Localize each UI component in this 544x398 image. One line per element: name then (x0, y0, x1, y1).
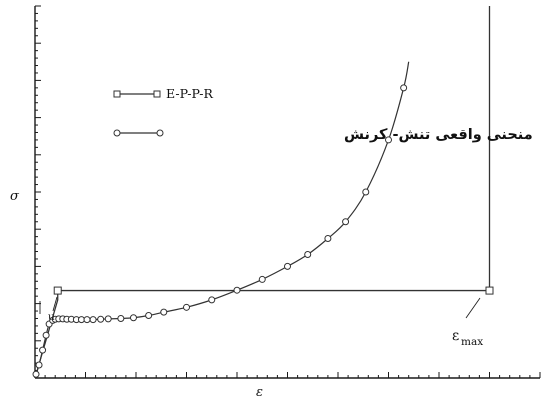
series-real-curve-point (145, 312, 153, 320)
y-axis-label: σ (10, 189, 20, 204)
series-real-curve-point (39, 346, 47, 354)
series-epp-r-line (34, 6, 491, 379)
series-real-curve-line (35, 61, 410, 375)
series-real-curve-point (208, 296, 216, 304)
series-real-curve-point (129, 314, 137, 322)
yield-marker-letter: u (48, 311, 55, 323)
series-real-curve-point (104, 315, 112, 323)
series-real-curve-point (284, 262, 291, 270)
legend-square-marker-icon (153, 90, 161, 98)
legend: E-P-P-R منحنی واقعی تنش- کرنش (113, 86, 533, 143)
x-axis-label: ε (256, 385, 263, 398)
legend-circle-marker-icon (113, 129, 121, 137)
series-real-curve-point (83, 316, 91, 324)
series-real-curve-point (233, 286, 241, 294)
legend-circle-marker-icon (156, 129, 164, 137)
legend-square-marker-icon (113, 90, 121, 98)
series-real-curve-point (32, 370, 40, 378)
series-epp-r-point (53, 286, 62, 295)
series-real-curve-point (89, 316, 97, 324)
series-real-curve-point (304, 250, 312, 258)
series-real-curve-point (324, 235, 332, 242)
series-real-curve-point (117, 314, 125, 322)
annotations: ε max u (39, 296, 483, 348)
series-real-curve-point (385, 136, 392, 144)
series-layer (32, 6, 494, 379)
epsilon-max-symbol: ε (452, 328, 459, 344)
series-epp-r-point (485, 286, 494, 295)
y-axis-ticks (35, 5, 41, 379)
epsilon-max-leader (465, 297, 481, 319)
series-real-curve-point (362, 188, 370, 196)
series-real-curve-point (183, 303, 190, 311)
series-real-curve-point (97, 315, 105, 323)
legend-entry-real-curve: منحنی واقعی تنش- کرنش (113, 127, 533, 143)
series-real-curve-point (42, 331, 50, 339)
yield-leader (52, 296, 58, 312)
series-real-curve-point (342, 218, 350, 226)
legend-label-epp-r: E-P-P-R (166, 86, 213, 101)
axes (34, 5, 541, 379)
series-real-curve-point (258, 275, 266, 283)
series-real-curve-point (400, 84, 408, 92)
series-real-curve-point (160, 308, 168, 316)
legend-entry-epp-r: E-P-P-R (113, 86, 213, 101)
x-axis-ticks (34, 372, 541, 378)
epsilon-max-subscript: max (461, 336, 483, 348)
legend-label-real-curve: منحنی واقعی تنش- کرنش (344, 127, 533, 143)
series-real-curve-point (35, 361, 43, 369)
